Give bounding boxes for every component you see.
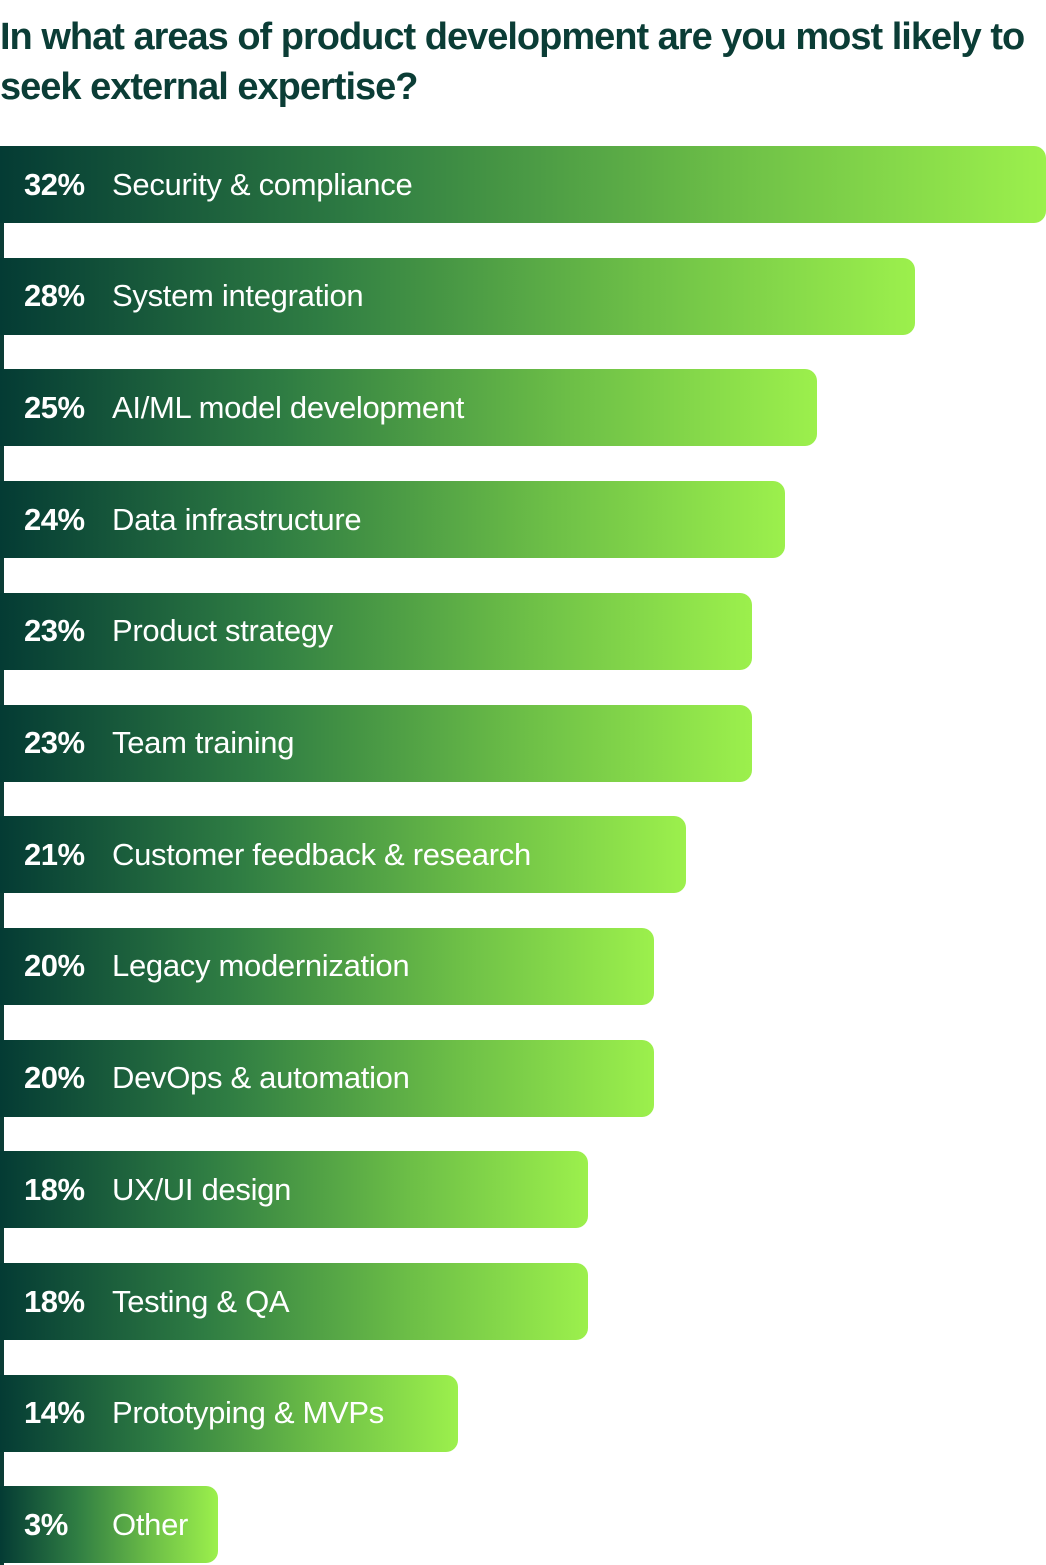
bar-category-label: DevOps & automation	[112, 1060, 410, 1096]
bar: 24% Data infrastructure	[0, 481, 785, 559]
bar-value-label: 24%	[24, 501, 85, 537]
bar: 20% DevOps & automation	[0, 1039, 654, 1117]
bar-category-label: System integration	[112, 278, 364, 314]
bar: 18% UX/UI design	[0, 1151, 589, 1229]
bar: 20% Legacy modernization	[0, 927, 654, 1005]
bar-value-label: 14%	[24, 1395, 85, 1431]
bar-category-label: Legacy modernization	[112, 948, 410, 984]
bar: 3% Other	[0, 1486, 218, 1564]
bar: 28% System integration	[0, 257, 916, 335]
bar-value-label: 28%	[24, 278, 85, 314]
bar-value-label: 21%	[24, 836, 85, 872]
bar: 21% Customer feedback & research	[0, 816, 687, 894]
bar-value-label: 23%	[24, 725, 85, 760]
bar-category-label: Product strategy	[112, 613, 333, 649]
bar: 18% Testing & QA	[0, 1263, 589, 1340]
bar-value-label: 20%	[24, 1060, 85, 1096]
bar-category-label: AI/ML model development	[112, 389, 465, 425]
bar-category-label: Prototyping & MVPs	[112, 1395, 384, 1431]
bar-value-label: 20%	[24, 948, 85, 984]
bar-value-label: 18%	[24, 1171, 85, 1207]
bar: 23% Team training	[0, 704, 752, 782]
bar: 32% Security & compliance	[0, 146, 1046, 223]
bar-category-label: Security & compliance	[112, 166, 413, 202]
bar-value-label: 3%	[24, 1506, 68, 1542]
bar-category-label: Customer feedback & research	[112, 836, 531, 872]
bar: 25% AI/ML model development	[0, 369, 818, 447]
bar-category-label: Team training	[112, 725, 295, 760]
bar: 23% Product strategy	[0, 592, 752, 670]
bar-value-label: 32%	[24, 166, 85, 202]
bar-category-label: Other	[112, 1506, 189, 1542]
chart-title: In what areas of product development are…	[0, 16, 1025, 108]
bar: 14% Prototyping & MVPs	[0, 1374, 458, 1452]
bar-value-label: 23%	[24, 613, 85, 649]
bar-category-label: UX/UI design	[112, 1171, 292, 1207]
bar-category-label: Data infrastructure	[112, 501, 362, 537]
bar-category-label: Testing & QA	[112, 1283, 290, 1319]
bar-value-label: 25%	[24, 389, 85, 425]
bar-value-label: 18%	[24, 1283, 85, 1319]
